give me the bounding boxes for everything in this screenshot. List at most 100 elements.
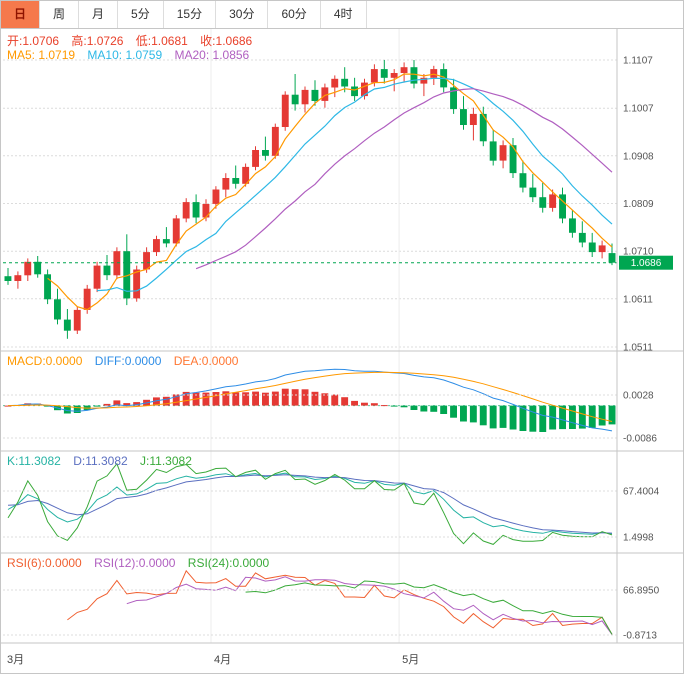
macd-histogram-bar bbox=[519, 405, 527, 431]
candle-body bbox=[4, 276, 12, 281]
candle-body bbox=[54, 299, 61, 320]
tab-5min[interactable]: 5分 bbox=[118, 1, 164, 28]
macd-histogram-bar bbox=[172, 394, 180, 406]
macd-histogram-bar bbox=[509, 405, 517, 430]
macd-histogram-bar bbox=[469, 405, 477, 423]
macd-histogram-bar bbox=[569, 405, 576, 429]
macd-diff-line bbox=[7, 368, 613, 432]
macd-histogram-bar bbox=[93, 405, 101, 407]
candle-body bbox=[14, 275, 22, 281]
candle-body bbox=[380, 69, 388, 78]
current-price-badge-label: 1.0686 bbox=[631, 258, 662, 269]
price-axis-label: 1.0611 bbox=[623, 294, 653, 305]
macd-histogram-bar bbox=[291, 389, 299, 406]
macd-histogram-bar bbox=[202, 392, 210, 406]
tab-day[interactable]: 日 bbox=[1, 1, 41, 28]
tab-4hour[interactable]: 4时 bbox=[321, 1, 367, 28]
macd-histogram-bar bbox=[430, 405, 438, 412]
tab-month[interactable]: 月 bbox=[79, 1, 119, 28]
ma10-line bbox=[97, 77, 613, 292]
candle-body bbox=[469, 113, 477, 125]
x-axis-label: 5月 bbox=[402, 654, 419, 666]
candle-body bbox=[370, 69, 378, 83]
macd-histogram-bar bbox=[539, 405, 547, 432]
candle-body bbox=[162, 239, 170, 244]
candle-body bbox=[608, 253, 616, 263]
candle-body bbox=[113, 251, 121, 276]
candle-body bbox=[331, 78, 339, 88]
macd-histogram-bar bbox=[351, 400, 358, 406]
candle-body bbox=[192, 202, 200, 218]
macd-histogram-bar bbox=[252, 391, 259, 406]
candle-body bbox=[172, 218, 180, 244]
indicator-axis-label: 67.4004 bbox=[623, 487, 660, 498]
price-axis-label: 1.0511 bbox=[623, 343, 653, 354]
macd-histogram-bar bbox=[489, 405, 497, 429]
candle-body bbox=[321, 87, 329, 101]
macd-histogram-bar bbox=[123, 403, 131, 406]
tab-30min[interactable]: 30分 bbox=[216, 1, 269, 28]
macd-histogram-bar bbox=[321, 393, 329, 406]
candle-body bbox=[232, 178, 240, 184]
candle-body bbox=[34, 261, 42, 275]
macd-histogram-bar bbox=[162, 396, 170, 406]
candle-body bbox=[410, 67, 418, 84]
macd-histogram-bar bbox=[479, 405, 487, 426]
macd-histogram-bar bbox=[598, 405, 606, 426]
macd-histogram-bar bbox=[242, 392, 250, 406]
candle-body bbox=[539, 197, 547, 208]
indicator-axis-label: 1.4998 bbox=[623, 533, 654, 544]
timeframe-tabbar: 日 周 月 5分 15分 30分 60分 4时 bbox=[1, 1, 683, 29]
macd-histogram-bar bbox=[311, 391, 319, 406]
candle-body bbox=[281, 94, 289, 127]
kdj-d-line bbox=[7, 474, 613, 534]
indicator-axis-label: -0.8713 bbox=[623, 631, 657, 642]
macd-histogram-bar bbox=[103, 403, 111, 406]
x-axis-label: 4月 bbox=[214, 654, 231, 666]
macd-histogram-bar bbox=[390, 405, 398, 407]
candle-body bbox=[73, 309, 81, 331]
macd-histogram-bar bbox=[222, 391, 230, 406]
chart-area: 1.1107 1.1007 1.0908 1.0809 1.0710 1.0611 1.05… bbox=[1, 29, 683, 673]
macd-histogram-bar bbox=[73, 405, 81, 413]
tab-60min[interactable]: 60分 bbox=[268, 1, 321, 28]
x-axis-label: 3月 bbox=[7, 654, 24, 666]
candle-body bbox=[291, 94, 299, 105]
candle-body bbox=[262, 150, 269, 156]
macd-histogram-bar bbox=[182, 391, 190, 406]
macd-histogram-bar bbox=[63, 405, 71, 414]
macd-histogram-bar bbox=[232, 392, 240, 406]
macd-histogram-bar bbox=[44, 405, 51, 407]
macd-histogram-bar bbox=[499, 405, 507, 428]
macd-histogram-bar bbox=[608, 405, 616, 425]
macd-histogram-bar bbox=[440, 405, 448, 414]
candle-body bbox=[222, 178, 230, 190]
candle-body bbox=[83, 288, 91, 310]
macd-histogram-bar bbox=[400, 405, 408, 408]
macd-histogram-bar bbox=[113, 400, 121, 406]
price-axis-label: 1.1007 bbox=[623, 104, 654, 115]
candle-body bbox=[400, 67, 408, 73]
tab-15min[interactable]: 15分 bbox=[164, 1, 217, 28]
candle-body bbox=[588, 242, 596, 253]
candle-body bbox=[559, 194, 566, 219]
candle-body bbox=[450, 87, 457, 110]
candle-body bbox=[578, 232, 586, 243]
candle-body bbox=[361, 82, 368, 97]
tab-week[interactable]: 周 bbox=[40, 1, 80, 28]
candle-body bbox=[499, 145, 507, 161]
macd-histogram-bar bbox=[578, 405, 586, 429]
macd-histogram-bar bbox=[380, 405, 388, 407]
ma5-line bbox=[47, 73, 613, 311]
price-axis-label: 1.0809 bbox=[623, 199, 654, 210]
price-axis-label: 1.0908 bbox=[623, 151, 654, 162]
candle-body bbox=[24, 261, 32, 276]
macd-histogram-bar bbox=[153, 397, 160, 406]
candle-body bbox=[133, 269, 141, 299]
macd-histogram-bar bbox=[361, 402, 368, 406]
chart-canvas[interactable]: 1.1107 1.1007 1.0908 1.0809 1.0710 1.0611 1.05… bbox=[1, 29, 683, 673]
candle-body bbox=[44, 274, 51, 300]
candle-body bbox=[489, 141, 497, 161]
macd-histogram-bar bbox=[4, 405, 12, 407]
candle-body bbox=[390, 73, 398, 78]
